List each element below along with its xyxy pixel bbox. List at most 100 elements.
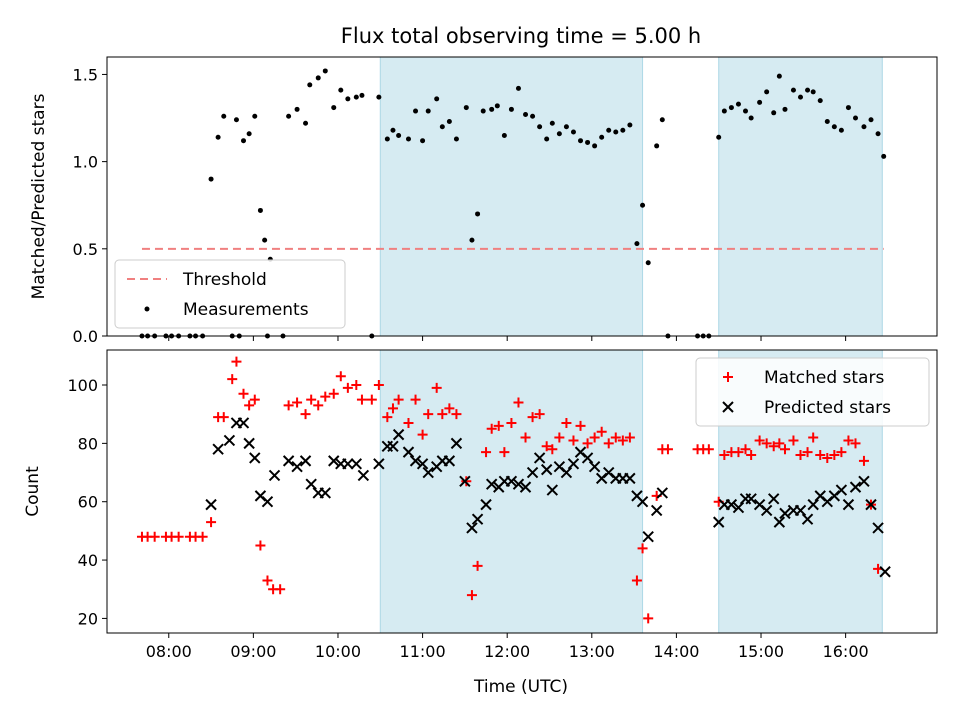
data-point <box>403 417 414 428</box>
data-point <box>767 493 780 505</box>
data-point <box>384 136 390 142</box>
data-point <box>795 450 806 461</box>
y-axis-label: Matched/Predicted stars <box>29 93 49 299</box>
x-tick-label: 16:00 <box>823 642 869 661</box>
data-point <box>807 498 819 511</box>
data-point <box>831 124 837 130</box>
data-point <box>544 136 550 142</box>
axes-frame <box>106 349 938 634</box>
data-point <box>829 450 840 461</box>
data-point <box>575 420 586 431</box>
data-point <box>797 94 803 100</box>
data-point <box>748 115 754 121</box>
data-point <box>373 458 385 470</box>
y-tick-label: 40 <box>78 551 98 570</box>
legend-label: Threshold <box>182 270 267 290</box>
data-point <box>306 394 317 405</box>
data-point <box>382 412 393 423</box>
data-point <box>322 68 328 74</box>
data-point <box>481 447 492 458</box>
data-point <box>351 380 362 391</box>
data-point <box>353 94 359 100</box>
data-point <box>262 575 273 586</box>
data-point <box>393 394 404 405</box>
x-tick-label: 10:00 <box>315 642 361 661</box>
data-point <box>881 153 887 159</box>
data-point <box>782 106 788 112</box>
data-point <box>238 388 249 399</box>
legend-swatch <box>144 306 150 312</box>
data-point <box>197 531 208 542</box>
data-point <box>805 87 811 93</box>
data-point <box>610 432 621 443</box>
data-point <box>768 441 779 452</box>
data-point <box>779 507 791 520</box>
data-point <box>526 466 539 479</box>
data-point <box>865 498 877 511</box>
data-point <box>215 134 221 140</box>
data-point <box>808 432 819 443</box>
y-tick-label: 60 <box>78 493 98 512</box>
data-point <box>790 87 796 93</box>
data-point <box>581 452 594 464</box>
y-tick-label: 80 <box>78 434 98 453</box>
data-point <box>624 432 635 443</box>
data-point <box>313 400 324 411</box>
data-point <box>392 428 405 441</box>
data-point <box>588 460 601 473</box>
data-point <box>450 437 463 450</box>
data-point <box>721 108 727 114</box>
data-point <box>261 496 274 508</box>
data-point <box>328 455 340 467</box>
data-point <box>489 106 495 112</box>
data-point <box>533 452 546 464</box>
data-point <box>603 438 614 449</box>
data-point <box>319 487 331 499</box>
data-point <box>570 129 576 135</box>
data-point <box>643 613 654 624</box>
data-point <box>451 409 462 420</box>
data-point <box>620 127 626 133</box>
data-point <box>520 432 531 443</box>
data-point <box>599 134 605 140</box>
data-point <box>320 391 331 402</box>
data-point <box>567 458 580 470</box>
data-point <box>868 117 874 123</box>
data-point <box>725 498 738 511</box>
data-point <box>338 87 344 93</box>
data-point <box>802 447 813 458</box>
data-point <box>836 447 847 458</box>
data-point <box>561 417 572 428</box>
data-point <box>283 400 294 411</box>
data-point <box>463 105 469 111</box>
data-point <box>223 434 236 447</box>
observing-window <box>718 56 883 337</box>
data-point <box>822 452 833 463</box>
data-point <box>331 105 337 111</box>
data-point <box>439 124 445 130</box>
data-point <box>241 138 247 144</box>
data-point <box>541 441 552 452</box>
data-point <box>480 108 486 114</box>
data-point <box>268 469 281 482</box>
data-point <box>275 584 286 595</box>
data-point <box>342 382 353 393</box>
data-point <box>249 452 261 464</box>
data-point <box>585 139 591 145</box>
data-point <box>315 75 321 81</box>
legend-swatch <box>723 372 733 382</box>
data-point <box>486 423 497 434</box>
y-tick-label: 1.0 <box>73 153 98 172</box>
x-tick-label: 14:00 <box>653 642 699 661</box>
data-point <box>328 388 339 399</box>
data-point <box>810 89 816 95</box>
data-point <box>624 472 636 485</box>
data-point <box>417 429 428 440</box>
data-point <box>423 409 434 420</box>
data-point <box>537 124 543 130</box>
data-point <box>842 498 855 511</box>
panel-ratio: 0.0 0.5 1.0 1.5 Matched/Predicted stars Thres… <box>29 56 938 346</box>
data-point <box>387 403 398 414</box>
data-point <box>173 531 184 542</box>
